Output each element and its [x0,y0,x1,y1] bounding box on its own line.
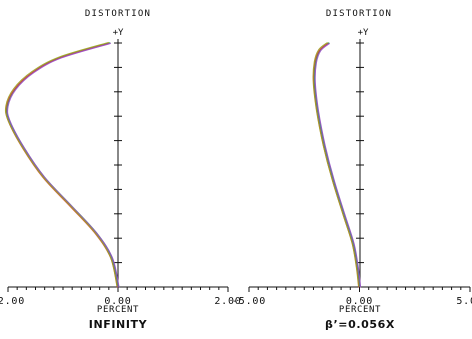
distortion-plot-infinity: DISTORTION +Y PERCENT INFINITY -2.00 0.00… [0,9,241,331]
x-tick-label: -5.00 [232,296,266,307]
x-tick-label: 5.00 [456,296,472,307]
x-axis-label: PERCENT [339,305,381,315]
plot-caption: INFINITY [89,318,148,331]
x-tick-label: -2.00 [0,296,25,307]
x-tick-label: 0.00 [346,296,373,307]
plot-title: DISTORTION [85,9,151,19]
distortion-curve [4,41,118,287]
y-axis-label: +Y [358,28,369,38]
distortion-curve [312,41,360,287]
y-axis-label: +Y [113,28,124,38]
distortion-plot-magnification: DISTORTION +Y PERCENT β’=0.056X -5.00 0.0… [232,9,472,331]
x-tick-label: 2.00 [214,296,241,307]
distortion-curve [5,42,118,288]
distortion-curve [314,42,362,288]
distortion-curve [7,42,120,288]
distortion-curve [312,43,360,288]
x-tick-label: 0.00 [104,296,131,307]
plot-title: DISTORTION [326,9,392,19]
distortion-curve [313,42,361,288]
x-axis-label: PERCENT [97,305,139,315]
plot-caption: β’=0.056X [325,318,395,331]
